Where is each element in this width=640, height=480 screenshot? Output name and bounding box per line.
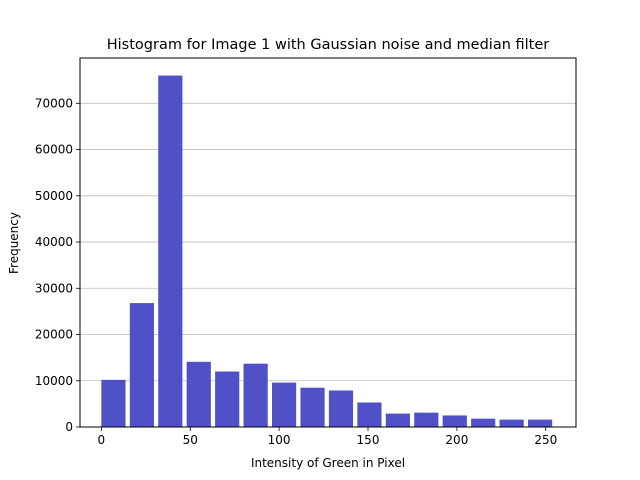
y-tick-label-6: 60000: [35, 143, 73, 157]
bar-14: [499, 419, 524, 427]
bars: [101, 75, 553, 428]
bar-2: [158, 75, 183, 428]
y-tick-label-5: 50000: [35, 189, 73, 203]
x-tick-label-3: 150: [357, 433, 380, 447]
y-tick-label-0: 0: [65, 420, 73, 434]
bar-8: [328, 390, 354, 427]
bar-1: [129, 303, 154, 427]
bar-7: [300, 387, 325, 427]
bar-13: [471, 418, 496, 427]
x-tick-label-2: 100: [268, 433, 291, 447]
x-tick-label-0: 0: [98, 433, 106, 447]
bar-5: [243, 363, 268, 427]
bar-10: [385, 413, 410, 427]
bar-9: [357, 402, 382, 427]
grid-lines: [80, 102, 576, 382]
y-axis-ticks: 0 10000 20000 30000 40000 50000 60000 70000: [35, 96, 80, 434]
y-tick-label-4: 40000: [35, 235, 73, 249]
x-tick-label-5: 250: [534, 433, 557, 447]
x-tick-label-4: 200: [445, 433, 468, 447]
x-axis-ticks: 0 50 100 150 200 250: [98, 427, 557, 447]
bar-3: [186, 361, 211, 427]
chart-title: Histogram for Image 1 with Gaussian nois…: [107, 37, 550, 53]
y-tick-label-7: 70000: [35, 96, 73, 110]
y-axis-label: Frequency: [7, 212, 21, 274]
bar-6: [272, 382, 297, 427]
bar-15: [528, 419, 553, 427]
bar-0: [101, 379, 126, 427]
bar-11: [414, 412, 439, 427]
x-axis-label: Intensity of Green in Pixel: [251, 456, 405, 470]
bar-4: [215, 371, 240, 427]
x-tick-label-1: 50: [183, 433, 198, 447]
bar-12: [442, 415, 467, 427]
y-tick-label-2: 20000: [35, 328, 73, 342]
y-tick-label-3: 30000: [35, 281, 73, 295]
plot-frame: [79, 57, 577, 428]
y-tick-label-1: 10000: [35, 374, 73, 388]
